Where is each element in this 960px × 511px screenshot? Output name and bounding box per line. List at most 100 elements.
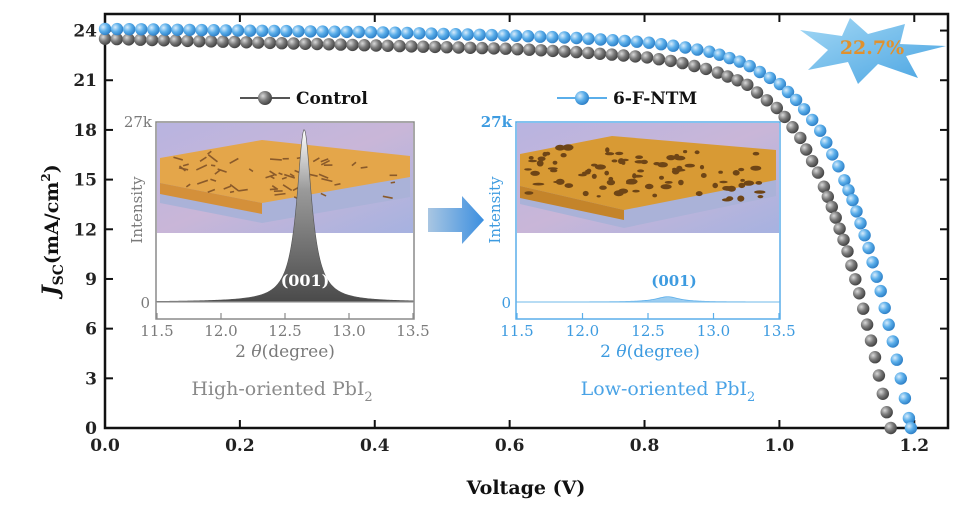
- point-6-f-ntm-52: [723, 51, 736, 65]
- y-tick-label-4: 12: [73, 220, 97, 240]
- point-6-f-ntm-41: [594, 33, 607, 46]
- pore-mark-86: [678, 179, 684, 186]
- point-control-20: [334, 38, 347, 51]
- point-6-f-ntm-76: [878, 301, 891, 315]
- y-tick-label-3: 9: [85, 270, 97, 290]
- point-6-f-ntm-24: [388, 26, 402, 39]
- point-6-f-ntm-46: [654, 38, 668, 51]
- point-control-34: [499, 42, 512, 55]
- pore-mark-53: [564, 183, 574, 189]
- pore-mark-79: [560, 153, 567, 158]
- legend-6-f-ntm-label: 6-F-NTM: [613, 89, 697, 109]
- series-6-f-ntm: [98, 22, 918, 435]
- point-control-62: [800, 143, 813, 156]
- point-control-35: [511, 43, 524, 56]
- point-6-f-ntm-15: [280, 24, 293, 38]
- pore-mark-59: [555, 144, 566, 151]
- pore-mark-9: [718, 170, 723, 174]
- point-control-57: [760, 94, 774, 107]
- grain-mark-41: [321, 177, 333, 183]
- grain-mark-10: [248, 168, 254, 173]
- y-tick-label-5: 15: [73, 171, 97, 191]
- point-control-32: [475, 41, 489, 55]
- point-control-58: [770, 101, 783, 115]
- grain-mark-35: [271, 185, 279, 191]
- pore-mark-65: [750, 165, 762, 171]
- y-axis-title: JSC(mA/cm2): [38, 164, 67, 300]
- grain-mark-52: [210, 178, 217, 182]
- point-control-12: [240, 36, 253, 49]
- grain-mark-21: [217, 168, 227, 173]
- point-6-f-ntm-65: [832, 160, 845, 173]
- grain-mark-3: [320, 158, 329, 163]
- inset-right-caption: Low-oriented PbI2: [581, 378, 756, 405]
- y-tick-label-7: 21: [73, 71, 97, 91]
- pore-mark-60: [683, 150, 688, 154]
- grain-mark-27: [320, 192, 327, 197]
- grain-mark-45: [269, 158, 282, 161]
- point-control-42: [593, 47, 607, 60]
- point-6-f-ntm-13: [256, 24, 269, 37]
- x-tick-label-4: 0.8: [630, 436, 660, 456]
- inset-left-xlabel: 2 θ(degree): [235, 342, 335, 362]
- point-control-19: [322, 38, 336, 51]
- inset-left-xtick-label-0: 11.5: [140, 322, 173, 340]
- grain-mark-24: [273, 190, 283, 192]
- pore-mark-40: [738, 182, 746, 189]
- point-6-f-ntm-47: [667, 39, 680, 52]
- pore-mark-7: [700, 173, 707, 178]
- inset-left-xtick-label-1: 12.0: [204, 322, 237, 340]
- pore-mark-55: [615, 151, 624, 156]
- pore-mark-36: [652, 193, 658, 198]
- point-6-f-ntm-28: [437, 27, 450, 41]
- pore-mark-51: [594, 164, 607, 170]
- point-control-26: [405, 40, 418, 53]
- legend-6-f-ntm: 6-F-NTM: [557, 89, 697, 109]
- pore-mark-68: [757, 195, 764, 199]
- point-6-f-ntm-23: [376, 26, 390, 39]
- point-6-f-ntm-1: [110, 22, 124, 36]
- point-6-f-ntm-63: [820, 136, 833, 149]
- point-6-f-ntm-34: [509, 29, 523, 42]
- transition-arrow: [428, 196, 484, 244]
- grain-mark-31: [182, 163, 189, 167]
- pore-mark-88: [660, 184, 672, 190]
- point-6-f-ntm-78: [886, 335, 899, 348]
- pore-mark-39: [599, 185, 607, 190]
- point-6-f-ntm-12: [243, 24, 257, 37]
- point-6-f-ntm-51: [713, 48, 726, 61]
- pore-mark-61: [596, 195, 601, 198]
- point-control-36: [523, 43, 536, 56]
- efficiency-burst: [800, 18, 946, 84]
- pore-mark-22: [719, 180, 728, 184]
- point-control-74: [853, 287, 866, 300]
- grain-mark-49: [320, 159, 331, 166]
- point-6-f-ntm-25: [401, 26, 414, 40]
- pore-mark-10: [555, 178, 565, 185]
- point-6-f-ntm-7: [183, 23, 196, 37]
- point-control-70: [837, 233, 850, 246]
- point-6-f-ntm-43: [618, 34, 631, 48]
- x-tick-label-1: 0.2: [225, 436, 255, 456]
- pore-mark-41: [634, 160, 645, 164]
- inset-right-xtick-label-0: 11.5: [500, 322, 533, 340]
- inset-left-film-top: [160, 140, 410, 203]
- pore-mark-35: [537, 156, 546, 162]
- inset-left-ylabel: Intensity: [128, 176, 146, 244]
- point-6-f-ntm-66: [838, 174, 851, 187]
- pore-mark-38: [552, 160, 558, 165]
- grain-mark-22: [229, 190, 235, 194]
- grain-mark-0: [281, 176, 287, 180]
- pore-mark-70: [618, 158, 625, 165]
- pore-mark-80: [604, 152, 615, 156]
- point-6-f-ntm-56: [763, 71, 777, 85]
- point-control-65: [817, 180, 831, 193]
- point-control-71: [841, 245, 854, 258]
- grain-mark-5: [207, 154, 218, 163]
- point-control-33: [487, 42, 501, 55]
- efficiency-annotation: 22.7%: [800, 18, 946, 84]
- grain-mark-6: [196, 164, 208, 171]
- point-6-f-ntm-81: [898, 392, 912, 405]
- point-6-f-ntm-68: [846, 193, 859, 207]
- point-6-f-ntm-26: [413, 27, 426, 40]
